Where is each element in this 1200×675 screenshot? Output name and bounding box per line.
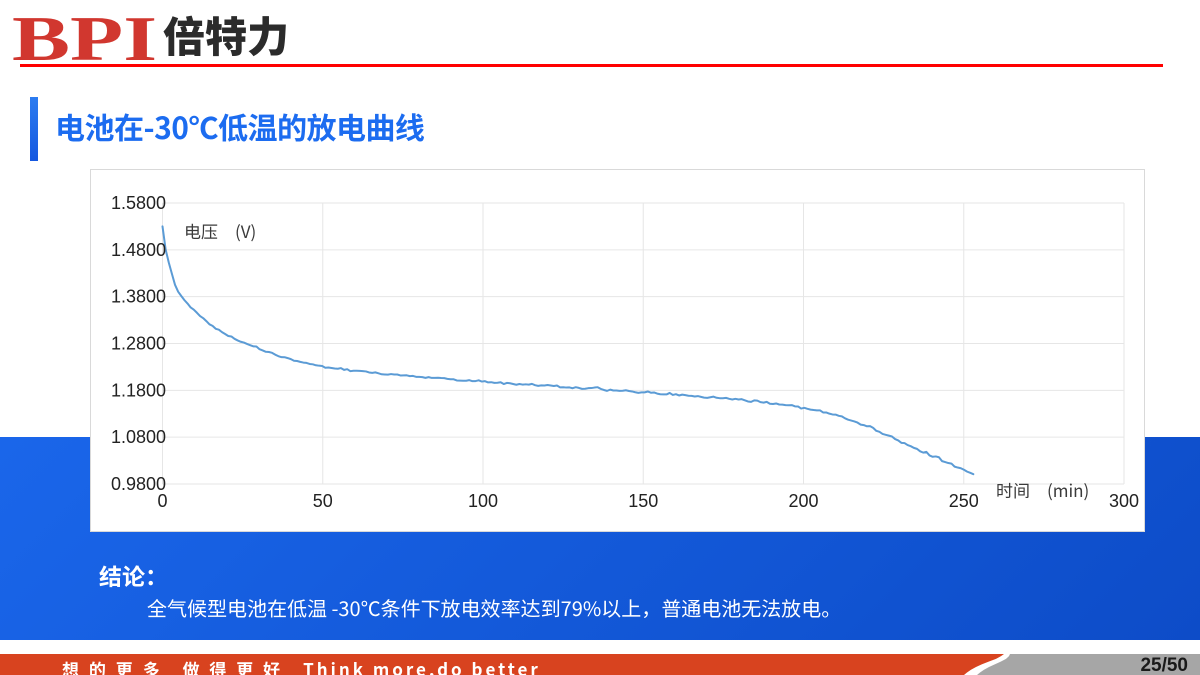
- svg-text:250: 250: [949, 491, 979, 511]
- svg-text:时间 (min): 时间 (min): [996, 477, 1089, 502]
- svg-text:1.4800: 1.4800: [111, 240, 166, 260]
- svg-text:1.2800: 1.2800: [111, 334, 166, 354]
- svg-text:电压 (V): 电压 (V): [184, 218, 256, 243]
- svg-text:1.3800: 1.3800: [111, 287, 166, 307]
- svg-text:200: 200: [788, 491, 818, 511]
- svg-text:1.0800: 1.0800: [111, 427, 166, 447]
- svg-text:150: 150: [628, 491, 658, 511]
- svg-text:1.1800: 1.1800: [111, 380, 166, 400]
- svg-text:300: 300: [1109, 491, 1139, 511]
- svg-text:1.5800: 1.5800: [111, 193, 166, 213]
- svg-text:0: 0: [157, 491, 167, 511]
- svg-text:100: 100: [468, 491, 498, 511]
- svg-text:50: 50: [313, 491, 333, 511]
